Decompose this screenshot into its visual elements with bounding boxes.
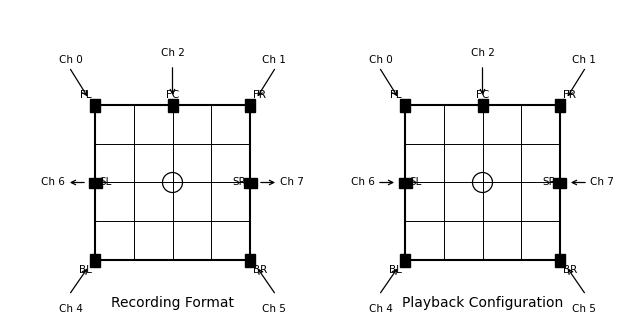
Text: SR: SR: [542, 177, 556, 187]
Bar: [90, 99, 100, 112]
Text: Ch 1: Ch 1: [262, 55, 286, 65]
Text: Ch 7: Ch 7: [280, 177, 304, 187]
Text: Ch 5: Ch 5: [572, 304, 596, 314]
Bar: [90, 254, 100, 266]
Bar: [168, 99, 178, 112]
Text: Ch 6: Ch 6: [351, 177, 375, 187]
Text: Ch 4: Ch 4: [369, 304, 393, 314]
Text: FL: FL: [391, 90, 402, 100]
Text: Playback Configuration: Playback Configuration: [402, 296, 563, 310]
Text: FC: FC: [166, 90, 179, 100]
Bar: [553, 177, 566, 187]
Text: Ch 0: Ch 0: [59, 55, 83, 65]
Text: Ch 6: Ch 6: [41, 177, 65, 187]
Text: FC: FC: [476, 90, 489, 100]
Text: Ch 0: Ch 0: [369, 55, 392, 65]
Bar: [400, 254, 410, 266]
Text: BL: BL: [79, 265, 92, 275]
Text: Ch 2: Ch 2: [161, 48, 184, 58]
Bar: [245, 99, 255, 112]
Text: BR: BR: [563, 265, 578, 275]
Text: Ch 4: Ch 4: [59, 304, 83, 314]
Text: FL: FL: [80, 90, 92, 100]
Bar: [243, 177, 256, 187]
Bar: [400, 99, 410, 112]
Text: Ch 1: Ch 1: [572, 55, 596, 65]
Text: Ch 7: Ch 7: [590, 177, 614, 187]
Text: SL: SL: [99, 177, 111, 187]
Bar: [478, 99, 487, 112]
Text: BR: BR: [253, 265, 267, 275]
Text: FR: FR: [563, 90, 576, 100]
Text: SR: SR: [232, 177, 246, 187]
Text: SL: SL: [409, 177, 422, 187]
Text: FR: FR: [253, 90, 266, 100]
Bar: [245, 254, 255, 266]
Text: BL: BL: [389, 265, 402, 275]
Text: Ch 2: Ch 2: [471, 48, 494, 58]
Bar: [555, 99, 565, 112]
Bar: [399, 177, 412, 187]
Bar: [555, 254, 565, 266]
Bar: [89, 177, 101, 187]
Text: Ch 5: Ch 5: [262, 304, 286, 314]
Text: Recording Format: Recording Format: [111, 296, 234, 310]
